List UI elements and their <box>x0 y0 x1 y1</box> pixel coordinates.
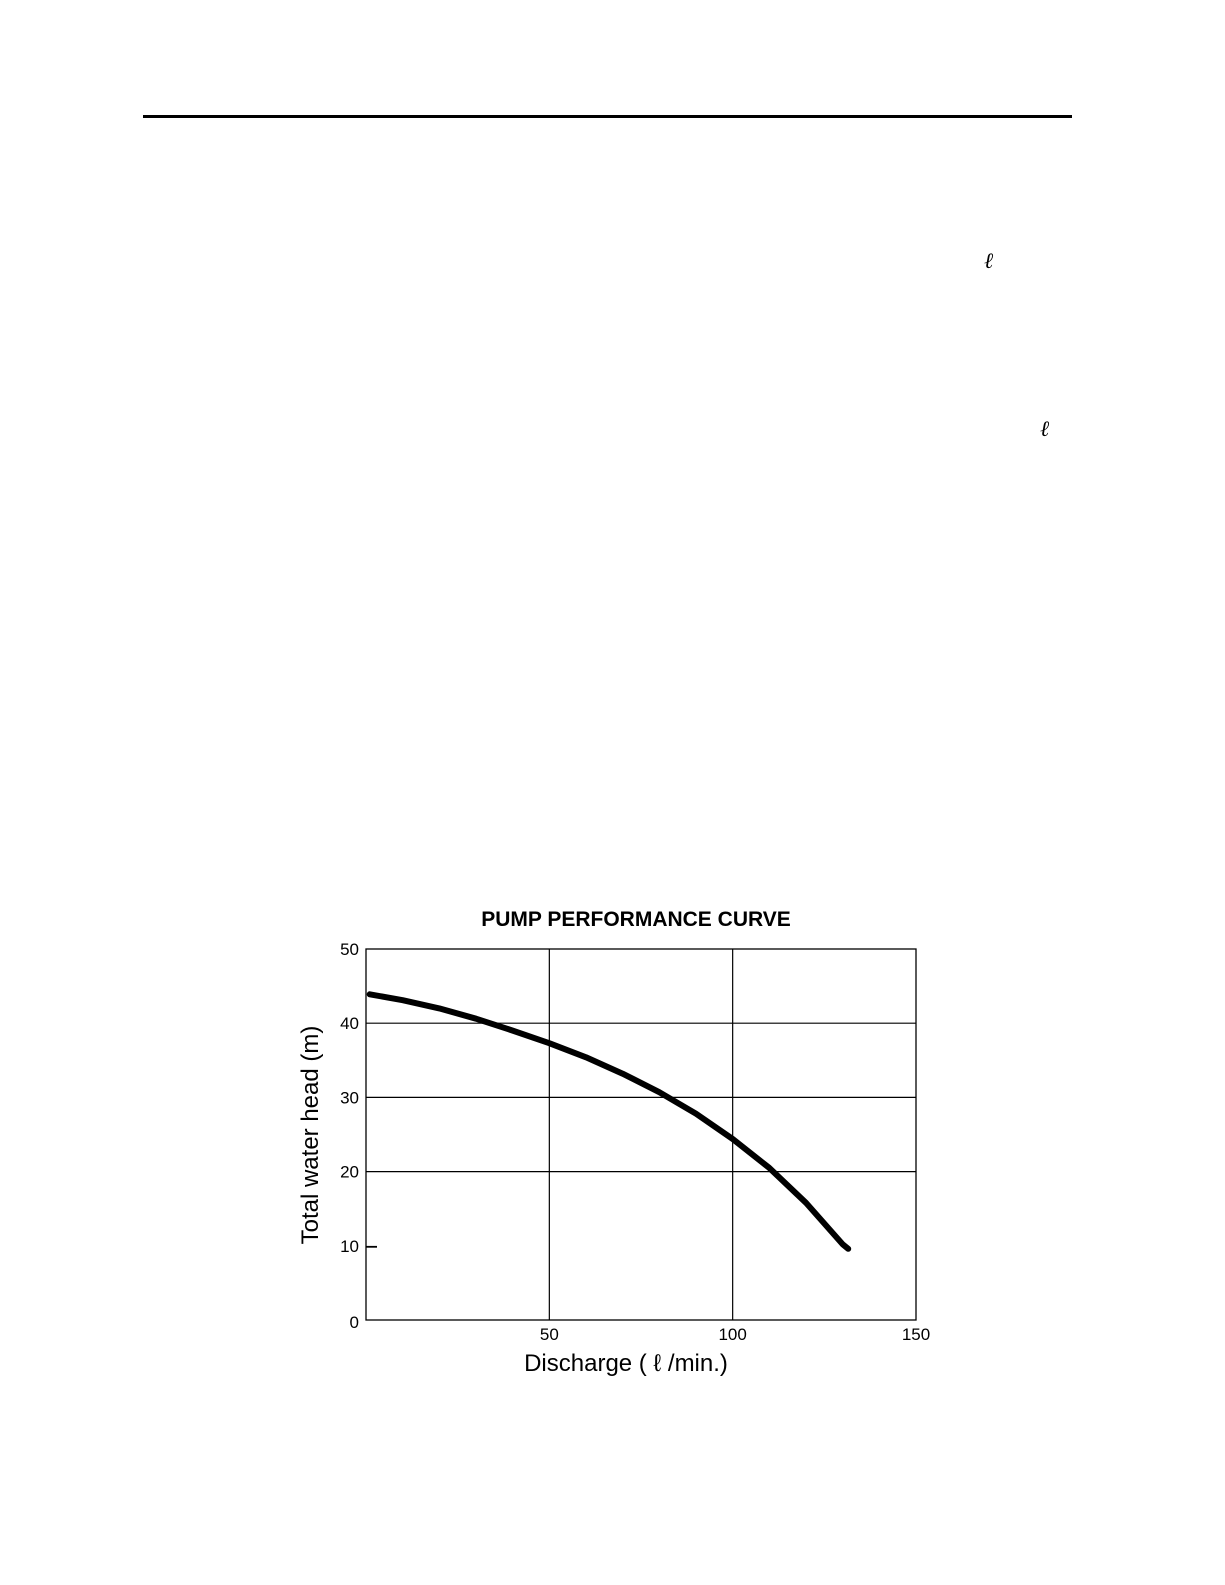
series-layer <box>366 991 852 1252</box>
performance-curve-line-0 <box>366 991 852 1252</box>
y-tick-label-20: 20 <box>340 1163 359 1182</box>
y-tick-label-50: 50 <box>340 940 359 959</box>
liter-symbol-1: ℓ <box>984 249 994 274</box>
y-tick-label-10: 10 <box>340 1237 359 1256</box>
grid-lines <box>366 949 916 1320</box>
x-tick-label-150: 150 <box>902 1325 930 1344</box>
y-tick-label-0: 0 <box>350 1313 359 1332</box>
y-tick-label-30: 30 <box>340 1088 359 1107</box>
liter-symbol-2: ℓ <box>1040 417 1050 442</box>
top-rule <box>143 115 1072 118</box>
tick-labels: 0 10 20 30 40 50 50 100 150 <box>340 940 930 1344</box>
plot-frame <box>365 948 917 1321</box>
chart-title: PUMP PERFORMANCE CURVE <box>481 908 791 931</box>
y-tick-label-40: 40 <box>340 1014 359 1033</box>
y-axis-title: Total water head (m) <box>297 1026 324 1245</box>
x-axis-title: Discharge ( ℓ /min.) <box>524 1350 728 1377</box>
x-tick-label-50: 50 <box>540 1325 559 1344</box>
plot-border <box>365 948 917 1321</box>
x-tick-label-100: 100 <box>718 1325 746 1344</box>
